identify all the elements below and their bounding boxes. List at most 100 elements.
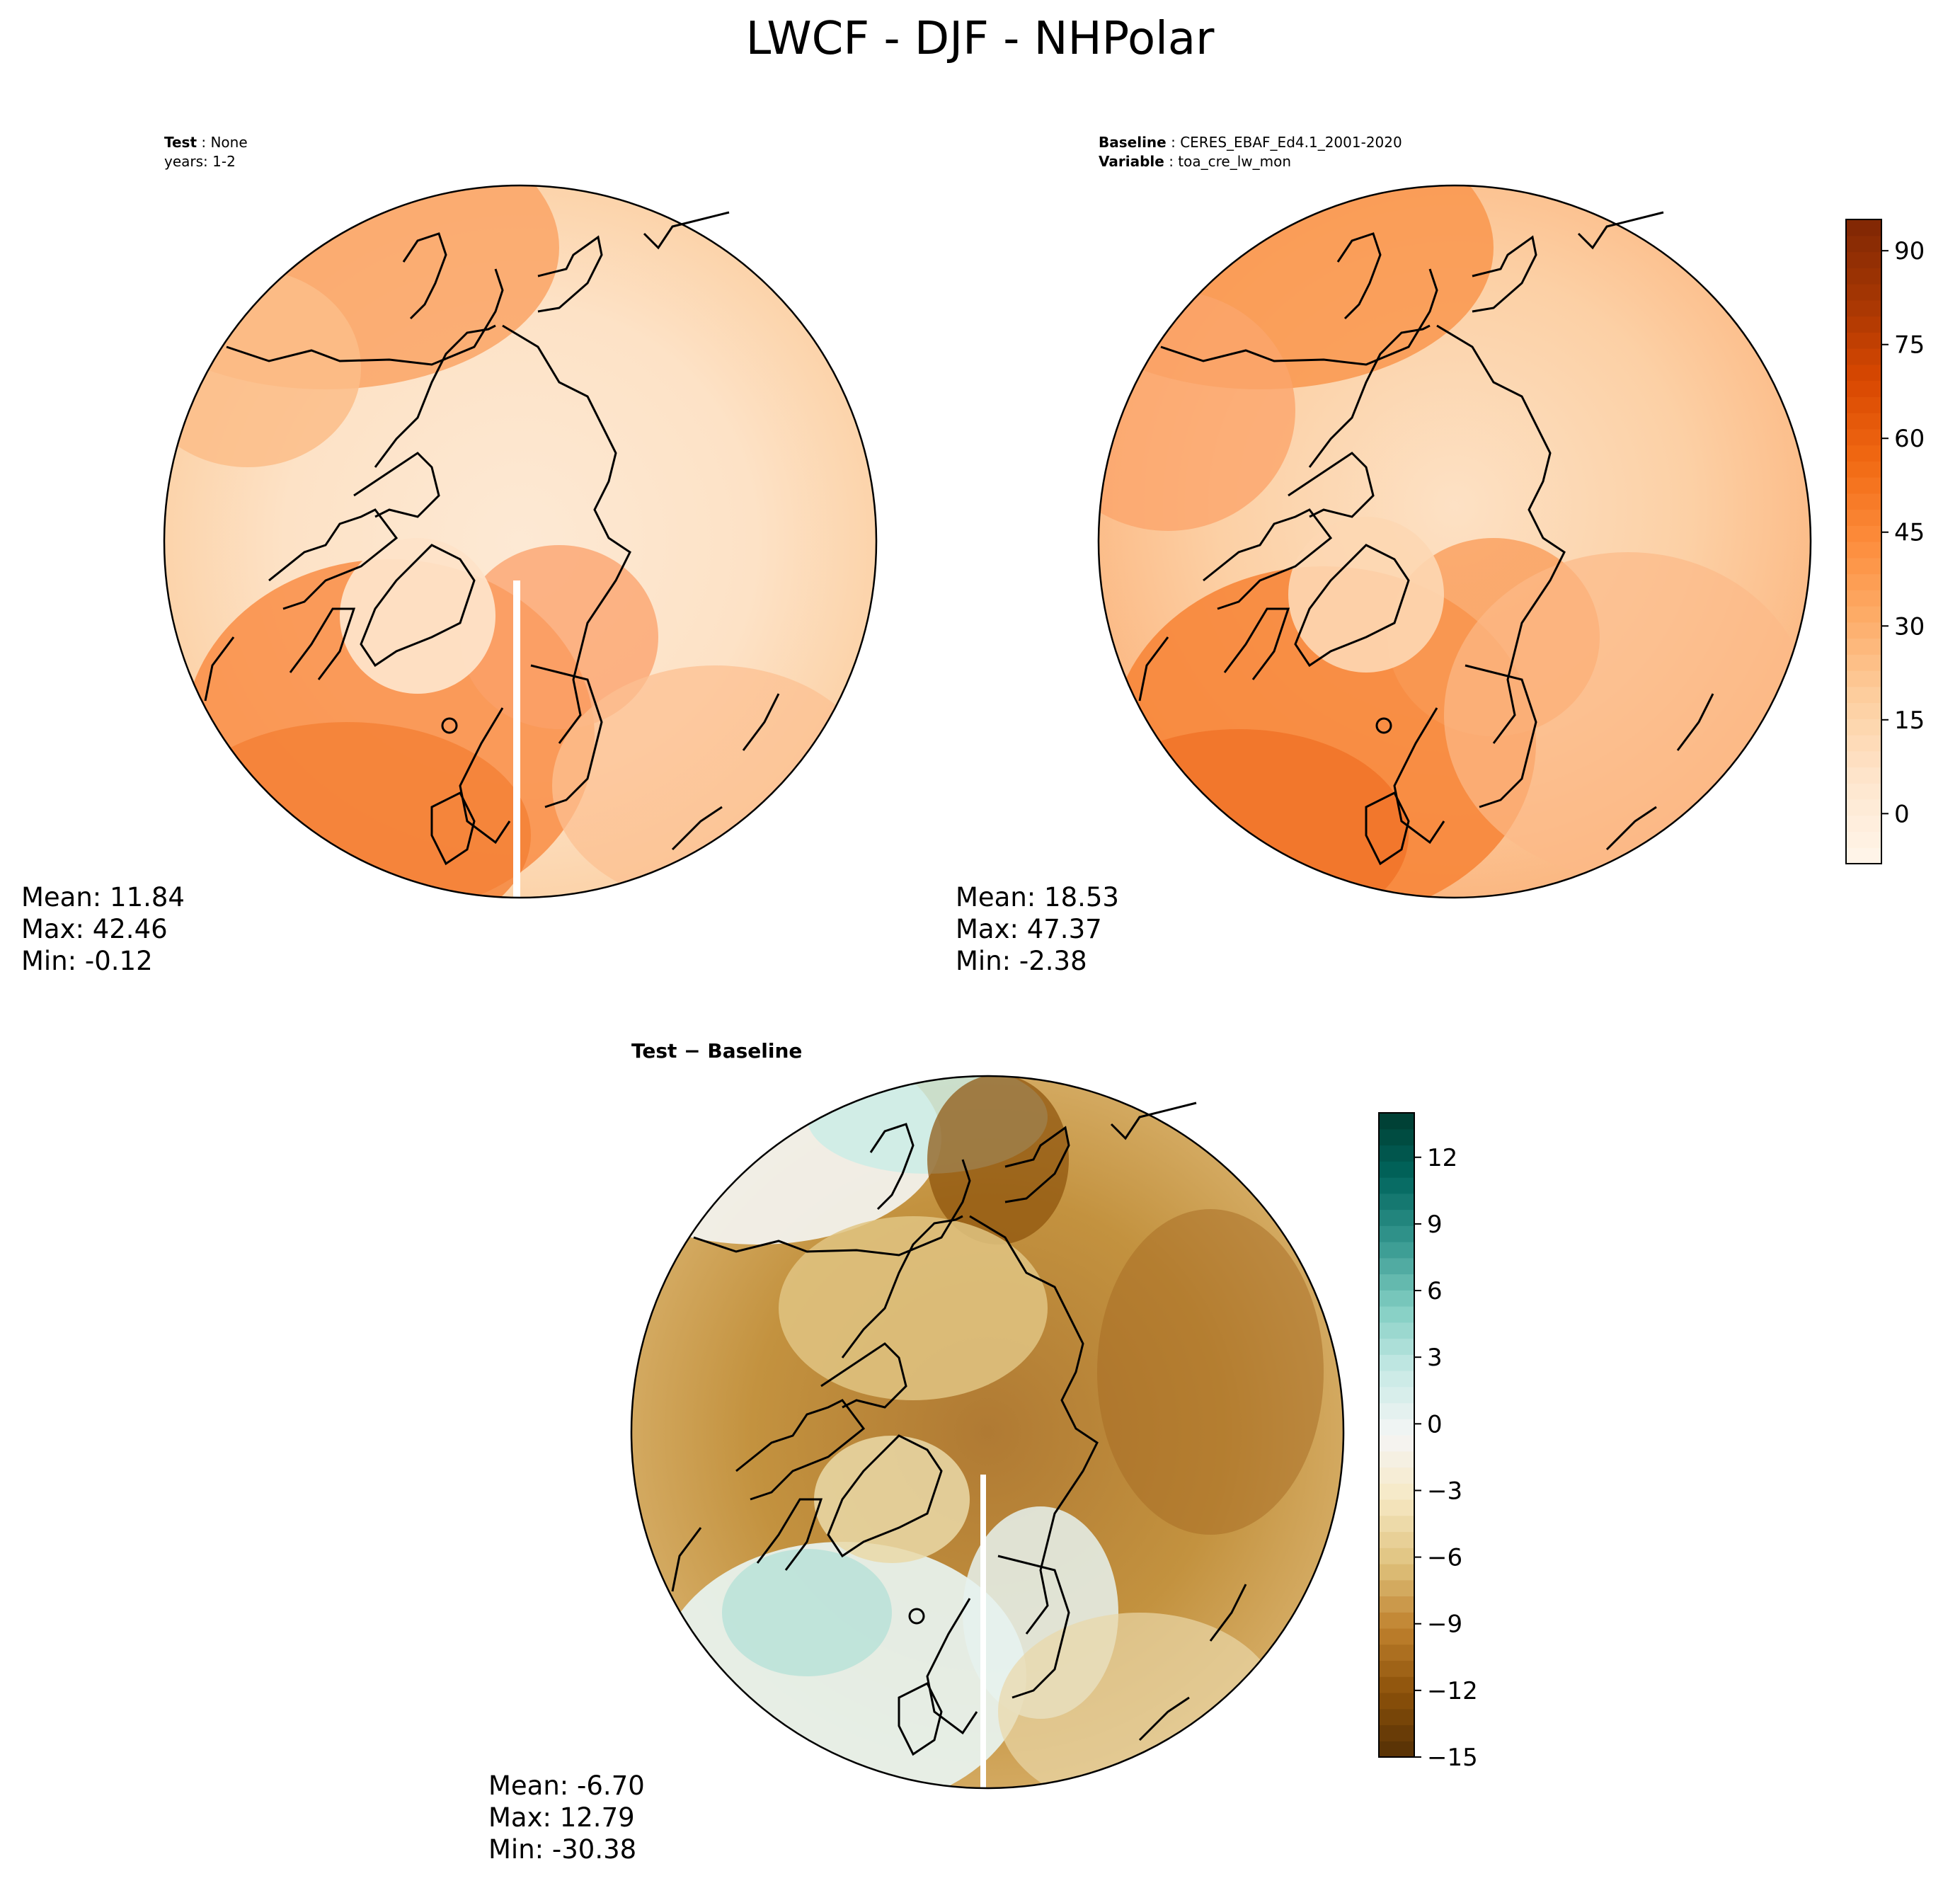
colorbar-segment (1379, 1209, 1414, 1226)
colorbar-segment (1846, 606, 1881, 623)
baseline-panel-header: Baseline : CERES_EBAF_Ed4.1_2001-2020 Va… (1099, 134, 1402, 170)
baseline-value: CERES_EBAF_Ed4.1_2001-2020 (1180, 134, 1402, 151)
difference-polar-map (630, 1075, 1345, 1790)
colorbar-segment (1379, 1306, 1414, 1323)
colorbar-segment (1379, 1338, 1414, 1355)
colorbar-segment (1846, 219, 1881, 236)
colorbar-segment (1379, 1515, 1414, 1533)
colorbar-tick-label: 75 (1894, 331, 1925, 360)
colorbar-tick-label: −12 (1427, 1677, 1478, 1705)
colorbar-segment (1379, 1676, 1414, 1693)
colorbar-segment (1846, 735, 1881, 752)
colorbar-segment (1846, 542, 1881, 559)
colorbar-segment (1379, 1579, 1414, 1597)
colorbar-segment (1379, 1499, 1414, 1516)
colorbar-tick-label: 45 (1894, 519, 1925, 547)
brbg-colorbar: −15 −12 −9 −6 −3 0 3 6 9 12 (1378, 1112, 1478, 1772)
colorbar-segment (1846, 348, 1881, 365)
colorbar-tick-label: 12 (1427, 1144, 1457, 1172)
colorbar-segment (1846, 380, 1881, 397)
diff-mean: Mean: -6.70 (488, 1770, 645, 1801)
colorbar-segment (1379, 1242, 1414, 1259)
colorbar-segment (1379, 1547, 1414, 1564)
colorbar-segment (1846, 815, 1881, 833)
colorbar-segment (1846, 525, 1881, 542)
colorbar-segment (1846, 799, 1881, 816)
colorbar-segment (1379, 1386, 1414, 1404)
colorbar-segment (1846, 284, 1881, 301)
test-value: None (210, 134, 248, 151)
colorbar-segment (1379, 1225, 1414, 1242)
colorbar-segment (1379, 1161, 1414, 1178)
colorbar-segment (1379, 1322, 1414, 1339)
colorbar-segment (1379, 1644, 1414, 1661)
colorbar-segment (1379, 1193, 1414, 1211)
variable-value: toa_cre_lw_mon (1178, 153, 1292, 170)
map-boundary (1097, 184, 1812, 899)
colorbar-segment (1846, 477, 1881, 494)
map-boundary (630, 1075, 1345, 1790)
colorbar-frame (1845, 219, 1882, 864)
test-polar-map (163, 184, 878, 899)
colorbar-segment (1846, 622, 1881, 639)
colorbar-tick-label: 0 (1894, 800, 1910, 828)
colorbar-segment (1846, 590, 1881, 607)
colorbar-segment (1379, 1177, 1414, 1194)
colorbar-segment (1379, 1419, 1414, 1436)
colorbar-segment (1379, 1564, 1414, 1581)
baseline-max: Max: 47.37 (956, 914, 1102, 944)
map-boundary (163, 184, 878, 899)
figure-title: LWCF - DJF - NHPolar (745, 13, 1215, 65)
colorbar-segment (1846, 364, 1881, 382)
colorbar-segment (1379, 1628, 1414, 1645)
test-label: Test (164, 134, 197, 151)
colorbar-segment (1379, 1483, 1414, 1500)
colorbar-segment (1846, 396, 1881, 413)
colorbar-segment (1379, 1113, 1414, 1130)
test-max: Max: 42.46 (21, 914, 168, 944)
test-years: years: 1-2 (164, 153, 236, 170)
colorbar-segment (1846, 299, 1881, 317)
colorbar-segment (1379, 1708, 1414, 1726)
baseline-min: Min: -2.38 (956, 946, 1087, 976)
diff-min: Min: -30.38 (488, 1834, 637, 1865)
colorbar-tick-label: 6 (1427, 1277, 1443, 1305)
colorbar-segment (1846, 702, 1881, 719)
colorbar-segment (1846, 719, 1881, 736)
colorbar-segment (1846, 413, 1881, 430)
test-min: Min: -0.12 (21, 946, 153, 976)
colorbar-segment (1846, 268, 1881, 285)
coastlines (1138, 211, 1714, 866)
colorbar-tick-label: 15 (1894, 706, 1925, 735)
colorbar-segment (1379, 1741, 1414, 1758)
colorbar-segment (1846, 831, 1881, 848)
colorbar-segment (1379, 1274, 1414, 1291)
oranges-colorbar: 0 15 30 45 60 75 90 (1845, 219, 1925, 864)
colorbar-segment (1846, 509, 1881, 526)
colorbar-segment (1846, 783, 1881, 800)
colorbar-segment (1379, 1724, 1414, 1741)
baseline-stats: Mean: 18.53 Max: 47.37 Min: -2.38 (956, 881, 1119, 977)
colorbar-segment (1846, 493, 1881, 510)
test-stats: Mean: 11.84 Max: 42.46 Min: -0.12 (21, 881, 185, 977)
colorbar-segment (1846, 638, 1881, 655)
colorbar-segment (1846, 461, 1881, 478)
colorbar-segment (1846, 557, 1881, 575)
colorbar-segment (1846, 654, 1881, 671)
colorbar-segment (1379, 1354, 1414, 1371)
colorbar-segment (1379, 1371, 1414, 1388)
colorbar-tick-label: 9 (1427, 1211, 1443, 1239)
colorbar-segment (1379, 1145, 1414, 1162)
colorbar-segment (1846, 316, 1881, 333)
colorbar-tick-label: −3 (1427, 1477, 1462, 1505)
coastlines (204, 211, 780, 866)
colorbar-segment (1846, 767, 1881, 784)
colorbar-tick-label: 0 (1427, 1410, 1443, 1438)
colorbar-tick-label: −9 (1427, 1610, 1462, 1639)
colorbar-segment (1846, 445, 1881, 462)
colorbar-tick-label: −15 (1427, 1744, 1478, 1772)
colorbar-segment (1846, 686, 1881, 704)
test-mean: Mean: 11.84 (21, 882, 185, 912)
colorbar-tick-label: −6 (1427, 1544, 1462, 1572)
colorbar-segment (1379, 1596, 1414, 1613)
